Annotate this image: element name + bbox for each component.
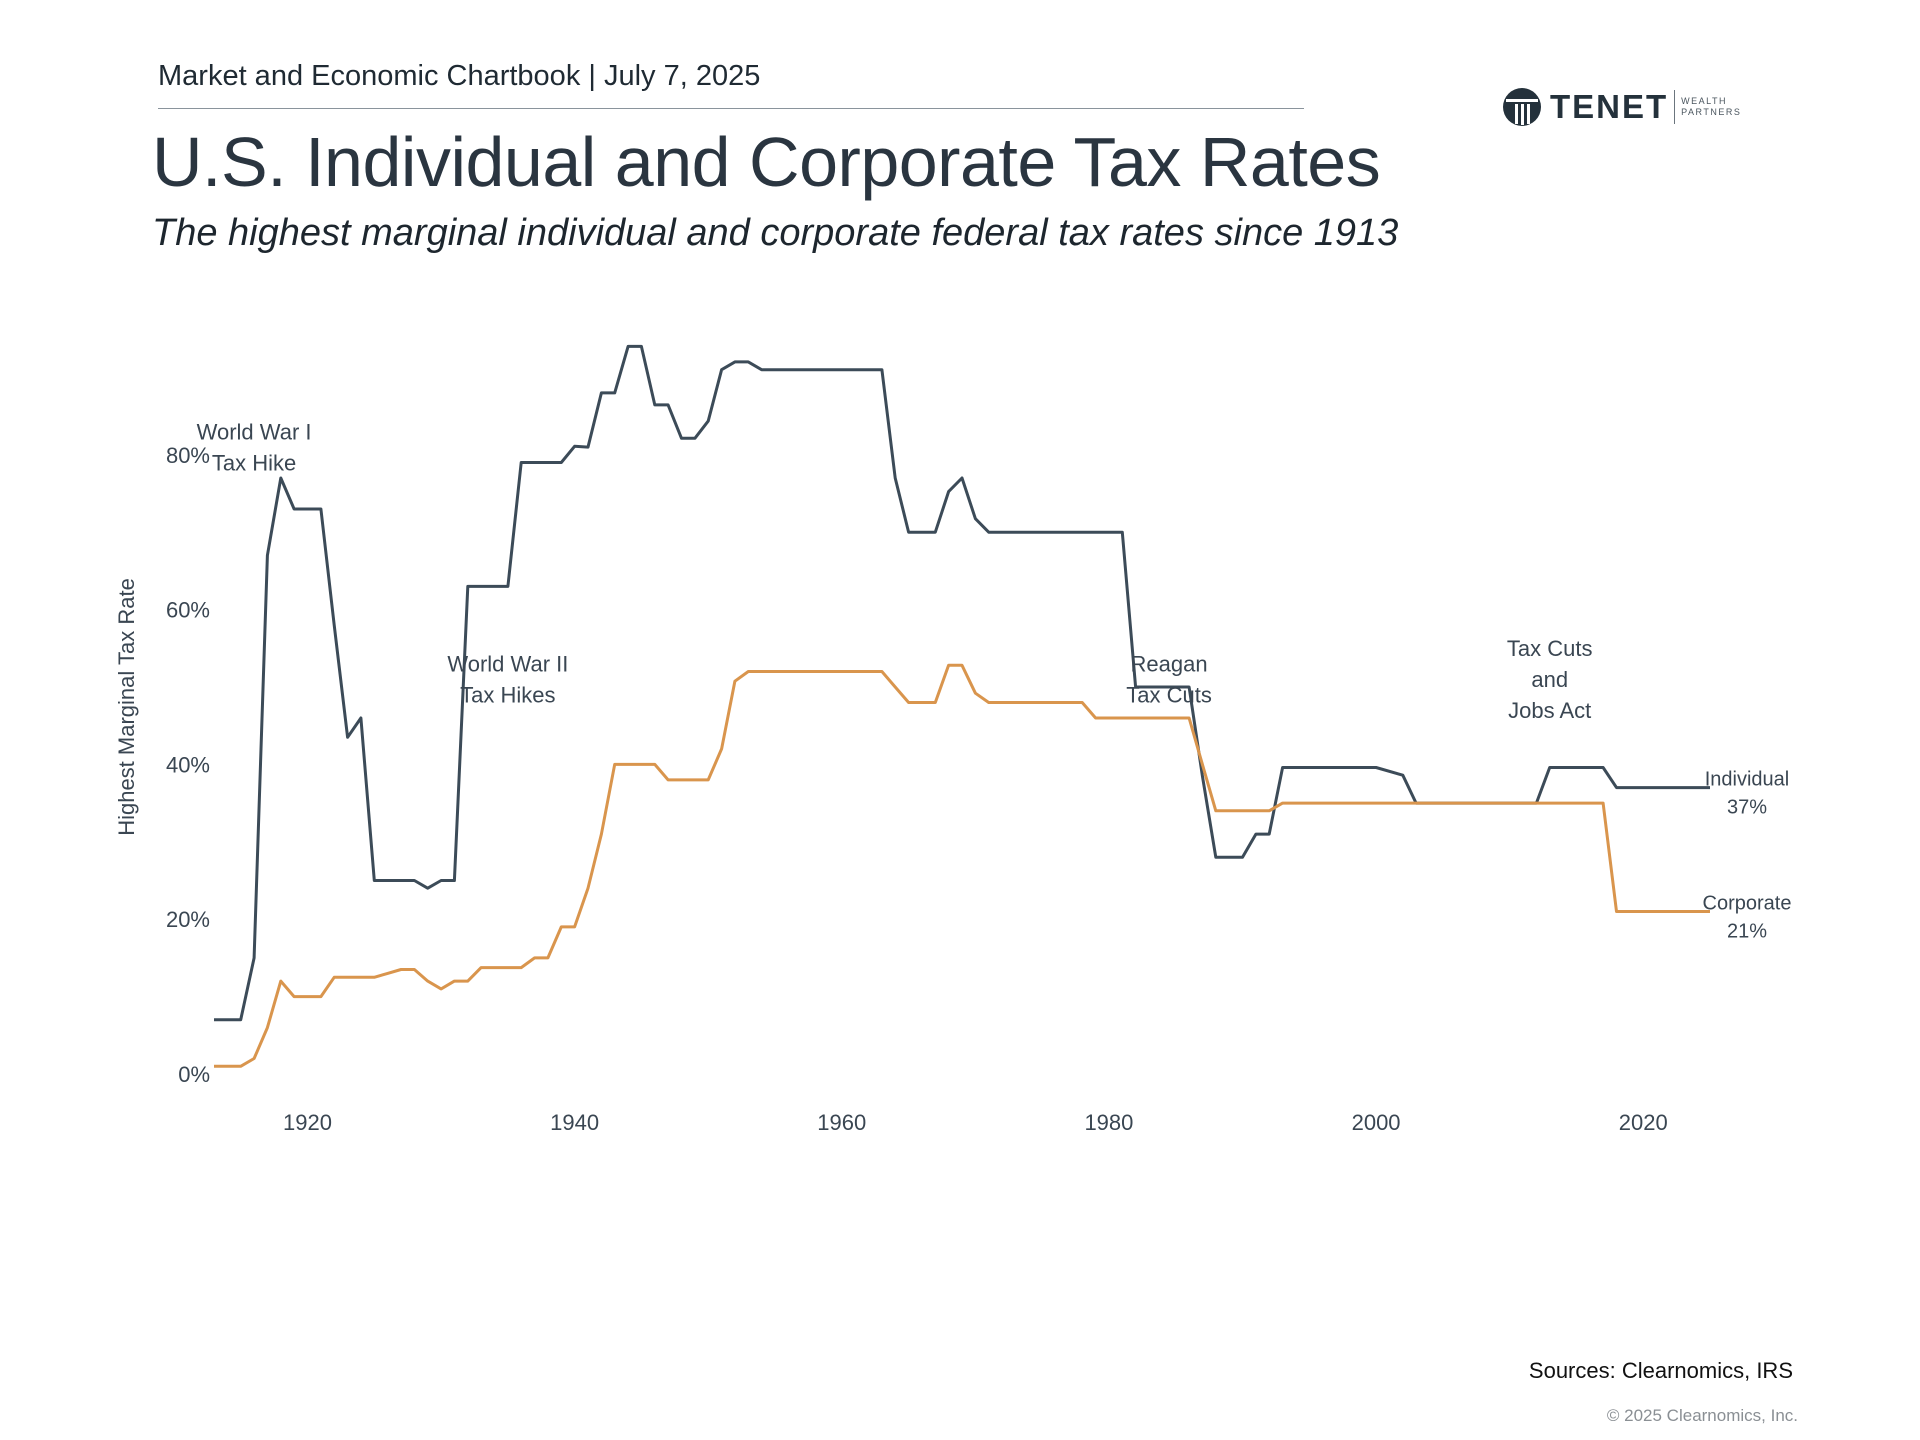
y-tick-label: 60% [166, 598, 210, 623]
copyright-note: © 2025 Clearnomics, Inc. [1606, 1406, 1798, 1425]
series-line-individual [214, 344, 1710, 1022]
x-tick-label: 2000 [1352, 1110, 1401, 1135]
annotation-label: Reagan [1130, 652, 1207, 677]
tenet-logo-icon [1503, 88, 1541, 126]
x-tick-label: 1980 [1084, 1110, 1133, 1135]
annotation-label: Tax Hike [212, 450, 296, 475]
annotation-label: and [1531, 667, 1568, 692]
logo-wordmark: TENET [1550, 88, 1669, 125]
page-title: U.S. Individual and Corporate Tax Rates [152, 123, 1381, 201]
header-divider [158, 108, 1304, 109]
y-tick-label: 40% [166, 752, 210, 777]
annotation-label: Jobs Act [1508, 698, 1591, 723]
annotation-label: Tax Cuts [1507, 636, 1593, 661]
x-tick-label: 2020 [1619, 1110, 1668, 1135]
series-end-value-corporate: 21% [1727, 920, 1767, 942]
series-end-label-individual: Individual [1705, 769, 1790, 791]
annotation-label: World War II [447, 652, 568, 677]
logo-subtext: WEALTH PARTNERS [1681, 96, 1742, 117]
sources-note: Sources: Clearnomics, IRS [1528, 1358, 1793, 1383]
series-end-value-individual: 37% [1727, 797, 1767, 819]
series-line-corporate [214, 663, 1710, 1068]
annotation-label: World War I [197, 419, 312, 444]
logo-separator [1674, 90, 1676, 124]
chartbook-header: Market and Economic Chartbook | July 7, … [158, 60, 761, 92]
annotation-label: Tax Cuts [1126, 683, 1212, 708]
tenet-logo: TENET WEALTH PARTNERS [1502, 86, 1741, 128]
y-tick-label: 80% [166, 443, 210, 468]
x-tick-label: 1940 [550, 1110, 599, 1135]
page-subtitle: The highest marginal individual and corp… [152, 212, 1399, 254]
x-tick-label: 1960 [817, 1110, 866, 1135]
x-tick-label: 1920 [283, 1110, 332, 1135]
y-tick-label: 0% [178, 1062, 210, 1087]
series-end-label-corporate: Corporate [1703, 892, 1792, 914]
y-axis-label: Highest Marginal Tax Rate [114, 578, 139, 836]
annotation-label: Tax Hikes [460, 683, 555, 708]
y-tick-label: 20% [166, 907, 210, 932]
